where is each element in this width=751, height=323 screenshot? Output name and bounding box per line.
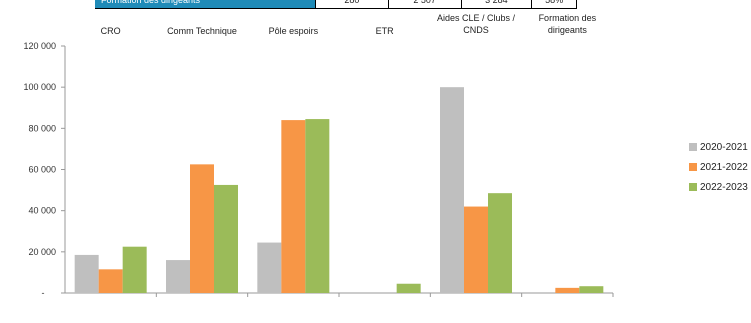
- y-tick-label: -: [42, 288, 45, 298]
- legend-label: 2022-2023: [700, 182, 748, 193]
- y-tick-label: 120 000: [23, 41, 56, 51]
- table-cell-label: Formation des dirigeants: [95, 0, 317, 8]
- legend-label: 2021-2022: [700, 162, 748, 173]
- bar-2022-2023: [305, 119, 330, 293]
- bar-2022-2023: [488, 193, 512, 293]
- bar-2022-2023: [214, 184, 238, 293]
- table-cell-value-1: 280: [316, 0, 389, 8]
- bars: [74, 87, 604, 294]
- table-cell-value-3: 3 284: [462, 0, 533, 8]
- legend-swatch: [689, 183, 697, 191]
- legend-swatch: [689, 163, 697, 171]
- y-tick-label: 100 000: [23, 82, 56, 92]
- bar-2022-2023: [579, 286, 604, 293]
- category-label: Aides CLE / Clubs /: [437, 13, 516, 23]
- bar-2021-2022: [281, 120, 306, 293]
- category-label: CRO: [101, 26, 121, 36]
- y-tick-label: 40 000: [28, 206, 56, 216]
- table-cell-value-2: 2 507: [389, 0, 462, 8]
- y-axis: - 20 000 40 000 60 000 80 000 100 000 120 000: [23, 41, 614, 298]
- bar-2022-2023: [122, 246, 147, 293]
- bar-2021-2022: [555, 287, 580, 293]
- y-tick-label: 20 000: [28, 247, 56, 257]
- bar-2021-2022: [190, 164, 214, 293]
- bar-2020-2021: [74, 254, 99, 293]
- bar-2022-2023: [396, 283, 421, 293]
- category-label: Comm Technique: [167, 26, 237, 36]
- category-labels: CRO Comm Technique Pôle espoirs ETR Aides CL…: [101, 13, 597, 36]
- bar-2021-2022: [98, 269, 123, 293]
- category-label: CNDS: [463, 25, 489, 35]
- legend-swatch: [689, 143, 697, 151]
- bar-2021-2022: [464, 206, 488, 293]
- y-tick-label: 80 000: [28, 123, 56, 133]
- category-label: ETR: [376, 26, 395, 36]
- bar-2020-2021: [440, 87, 464, 294]
- legend: 2020-2021 2021-2022 2022-2023: [689, 142, 748, 193]
- category-label: Pôle espoirs: [269, 26, 319, 36]
- legend-label: 2020-2021: [700, 142, 748, 153]
- y-tick-label: 60 000: [28, 165, 56, 175]
- category-label: dirigeants: [548, 25, 588, 35]
- bar-2020-2021: [257, 242, 282, 293]
- category-label: Formation des: [539, 13, 597, 23]
- table-cell-value-4: 58%: [532, 0, 577, 8]
- top-table-row: Formation des dirigeants 280 2 507 3 284…: [95, 0, 577, 9]
- bar-2020-2021: [166, 260, 190, 293]
